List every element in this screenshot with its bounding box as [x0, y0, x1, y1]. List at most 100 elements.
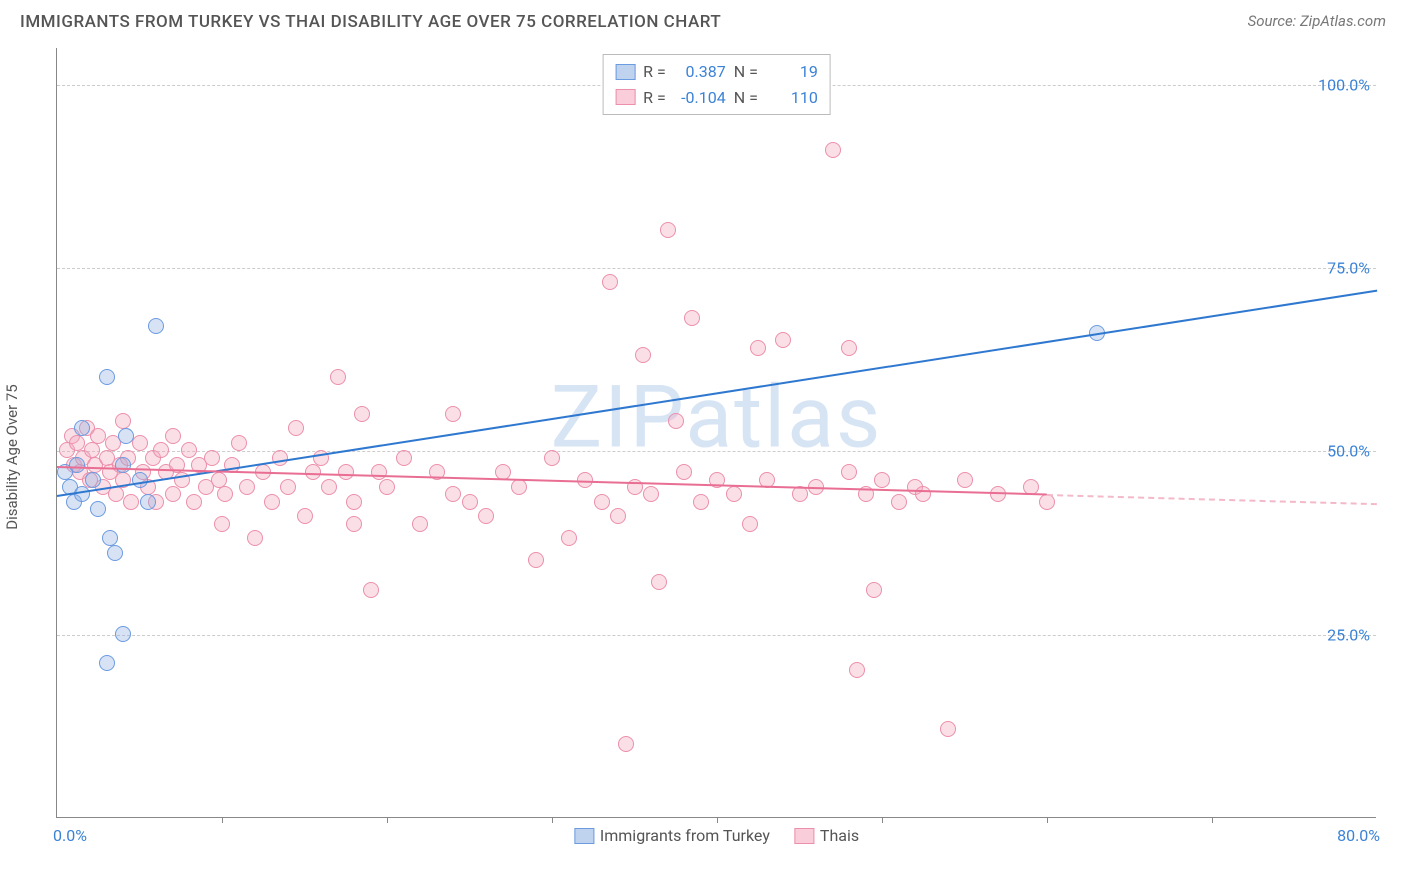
x-tick: [387, 817, 388, 823]
x-min-label: 0.0%: [53, 826, 87, 845]
data-point-turkey: [115, 626, 131, 642]
data-point-thais: [990, 486, 1006, 502]
data-point-turkey: [69, 457, 85, 473]
data-point-thais: [211, 472, 227, 488]
data-point-thais: [445, 406, 461, 422]
data-point-turkey: [118, 428, 134, 444]
legend-row-2: R = -0.104 N = 110: [615, 85, 818, 111]
legend-swatch-2: [615, 89, 635, 105]
data-point-thais: [214, 516, 230, 532]
data-point-thais: [181, 442, 197, 458]
data-point-thais: [264, 494, 280, 510]
data-point-thais: [602, 274, 618, 290]
watermark: ZIPatlas: [551, 367, 883, 468]
data-point-thais: [544, 450, 560, 466]
legend-label-turkey: Immigrants from Turkey: [600, 826, 770, 845]
data-point-thais: [866, 582, 882, 598]
r-value-1: 0.387: [674, 59, 726, 85]
n-value-2: 110: [766, 85, 818, 111]
data-point-thais: [346, 516, 362, 532]
data-point-thais: [610, 508, 626, 524]
data-point-thais: [775, 332, 791, 348]
data-point-thais: [825, 142, 841, 158]
trendline-thais-extrapolated: [1047, 494, 1377, 505]
data-point-thais: [635, 347, 651, 363]
x-tick: [1047, 817, 1048, 823]
x-tick: [1212, 817, 1213, 823]
data-point-thais: [445, 486, 461, 502]
n-label-1: N =: [734, 59, 758, 85]
data-point-thais: [412, 516, 428, 532]
data-point-thais: [561, 530, 577, 546]
chart-source: Source: ZipAtlas.com: [1248, 12, 1386, 30]
data-point-thais: [750, 340, 766, 356]
data-point-thais: [379, 479, 395, 495]
data-point-thais: [594, 494, 610, 510]
legend-swatch-turkey: [574, 828, 594, 844]
data-point-thais: [478, 508, 494, 524]
legend-swatch-thais: [794, 828, 814, 844]
data-point-thais: [321, 479, 337, 495]
chart-title: IMMIGRANTS FROM TURKEY VS THAI DISABILIT…: [20, 12, 721, 32]
data-point-thais: [280, 479, 296, 495]
legend-item-2: Thais: [794, 826, 859, 845]
data-point-thais: [186, 494, 202, 510]
data-point-thais: [272, 450, 288, 466]
data-point-thais: [643, 486, 659, 502]
legend-item-1: Immigrants from Turkey: [574, 826, 770, 845]
data-point-thais: [330, 369, 346, 385]
data-point-turkey: [99, 655, 115, 671]
x-tick: [717, 817, 718, 823]
data-point-thais: [915, 486, 931, 502]
data-point-turkey: [115, 457, 131, 473]
data-point-thais: [363, 582, 379, 598]
data-point-thais: [660, 222, 676, 238]
data-point-thais: [528, 552, 544, 568]
data-point-turkey: [140, 494, 156, 510]
data-point-thais: [90, 428, 106, 444]
data-point-thais: [396, 450, 412, 466]
data-point-thais: [288, 420, 304, 436]
trendline-turkey: [57, 290, 1377, 497]
r-label-2: R =: [643, 85, 666, 111]
data-point-thais: [940, 721, 956, 737]
y-tick-label: 75.0%: [1327, 259, 1370, 278]
data-point-thais: [338, 464, 354, 480]
data-point-thais: [297, 508, 313, 524]
data-point-thais: [742, 516, 758, 532]
y-tick-label: 50.0%: [1327, 442, 1370, 461]
legend-label-thais: Thais: [820, 826, 859, 845]
data-point-thais: [693, 494, 709, 510]
data-point-thais: [462, 494, 478, 510]
r-value-2: -0.104: [674, 85, 726, 111]
data-point-thais: [841, 464, 857, 480]
data-point-thais: [849, 662, 865, 678]
r-label-1: R =: [643, 59, 666, 85]
data-point-thais: [165, 428, 181, 444]
data-point-turkey: [74, 420, 90, 436]
gridline: [57, 451, 1376, 452]
data-point-turkey: [102, 530, 118, 546]
data-point-turkey: [148, 318, 164, 334]
data-point-turkey: [99, 369, 115, 385]
legend-swatch-1: [615, 64, 635, 80]
x-tick: [882, 817, 883, 823]
y-tick-label: 25.0%: [1327, 625, 1370, 644]
data-point-thais: [891, 494, 907, 510]
data-point-turkey: [107, 545, 123, 561]
data-point-thais: [204, 450, 220, 466]
gridline: [57, 268, 1376, 269]
n-value-1: 19: [766, 59, 818, 85]
legend-stats: R = 0.387 N = 19 R = -0.104 N = 110: [602, 54, 831, 115]
data-point-thais: [165, 486, 181, 502]
data-point-thais: [247, 530, 263, 546]
data-point-thais: [676, 464, 692, 480]
data-point-thais: [153, 442, 169, 458]
data-point-thais: [231, 435, 247, 451]
x-tick: [552, 817, 553, 823]
data-point-thais: [69, 435, 85, 451]
data-point-thais: [354, 406, 370, 422]
x-tick: [222, 817, 223, 823]
data-point-thais: [511, 479, 527, 495]
chart-container: Disability Age Over 75 ZIPatlas R = 0.38…: [20, 48, 1386, 848]
